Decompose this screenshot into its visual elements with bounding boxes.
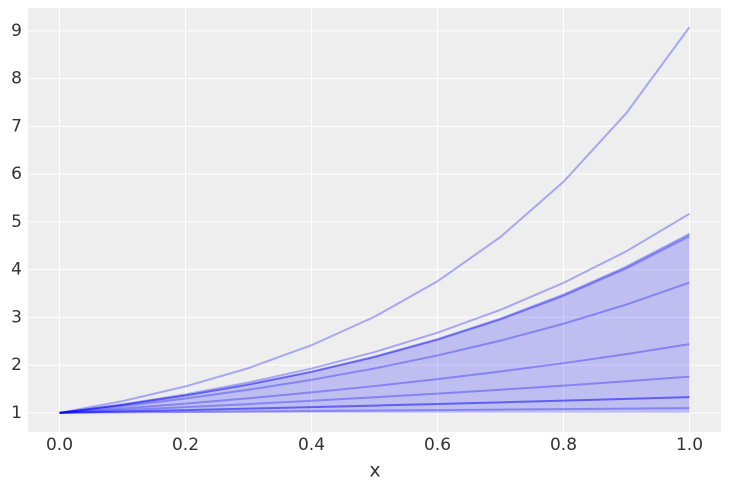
line [59, 232, 690, 414]
line [59, 343, 690, 414]
x-tick-label: 0.2 [172, 435, 199, 455]
band [59, 233, 690, 413]
line [59, 235, 690, 414]
y-tick-label: 3 [11, 307, 22, 327]
line [59, 375, 690, 414]
y-tick-label: 8 [11, 69, 22, 89]
y-tick-label: 4 [11, 260, 22, 280]
x-tick-label: 0.0 [46, 435, 73, 455]
x-tick-label: 1.0 [676, 435, 703, 455]
y-tick-label: 7 [11, 116, 22, 136]
x-axis-label: x [369, 460, 380, 482]
line [59, 26, 691, 414]
x-tick-label: 0.4 [298, 435, 325, 455]
line [59, 396, 690, 414]
y-tick-label: 5 [11, 212, 22, 232]
y-tick-label: 2 [11, 355, 22, 375]
x-tick-label: 0.8 [550, 435, 577, 455]
y-tick-label: 6 [11, 164, 22, 184]
line [59, 212, 691, 414]
y-tick-label: 1 [11, 403, 22, 423]
line [59, 281, 690, 414]
x-tick-label: 0.6 [424, 435, 451, 455]
line [59, 407, 690, 414]
y-tick-label: 9 [11, 21, 22, 41]
